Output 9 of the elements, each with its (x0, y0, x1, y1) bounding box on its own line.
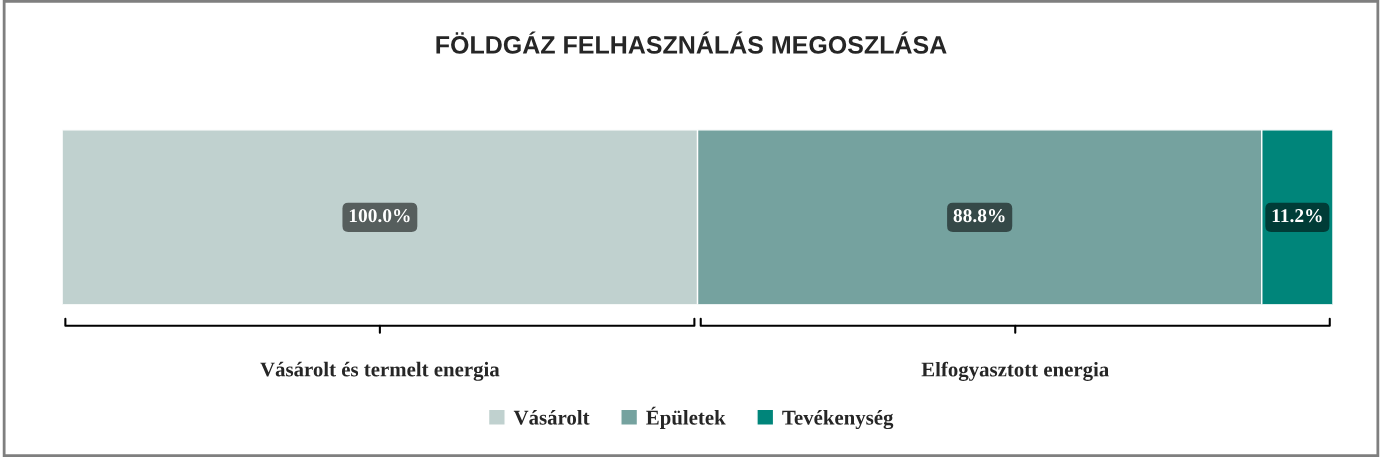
text: Elfogyasztott energia (921, 361, 1109, 381)
data-label: 100.0% (349, 209, 410, 223)
text: Vásárolt és termelt energia (260, 361, 500, 381)
legend-label: Tevékenység (782, 410, 894, 430)
data-label: 11.2% (1272, 209, 1322, 223)
chart-title: FÖLDGÁZ FELHASZNÁLÁS MEGOSZLÁSA (436, 31, 947, 54)
legend-label: Vásárolt (513, 410, 590, 425)
legend-label: Épületek (646, 406, 726, 429)
data-label: 88.8% (953, 209, 1005, 223)
